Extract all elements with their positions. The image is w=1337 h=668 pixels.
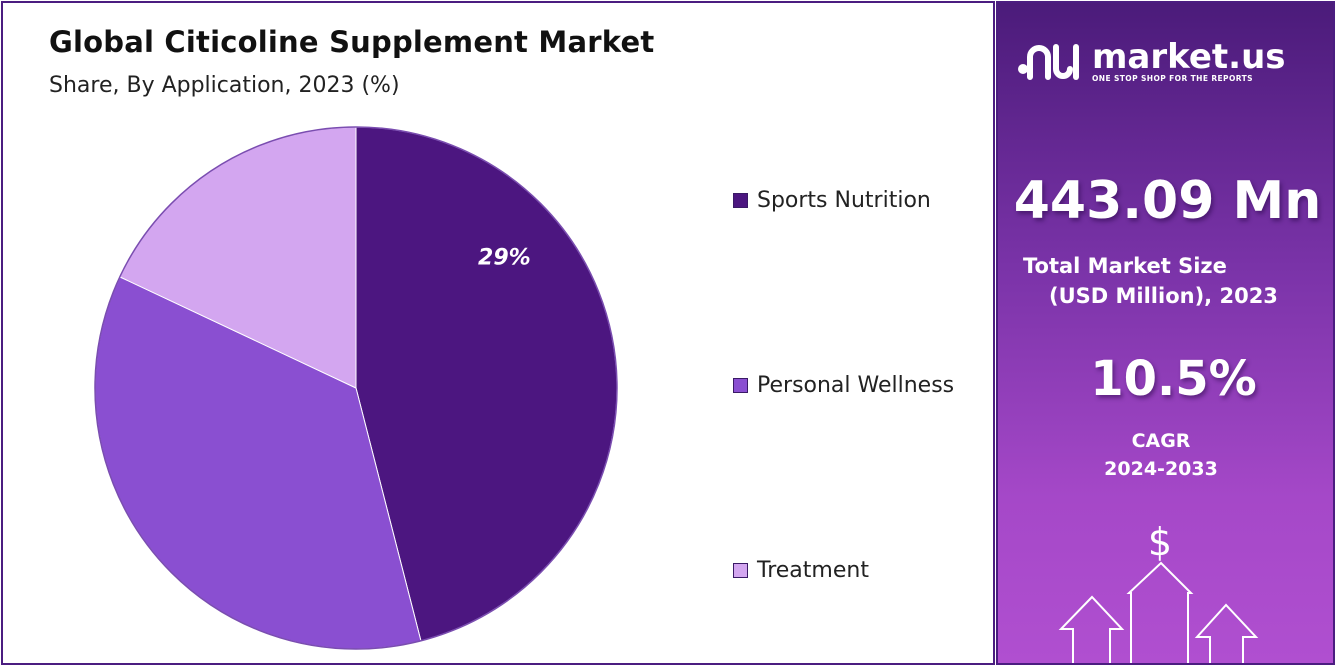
dollar-sign-icon: $ [1148,520,1172,564]
market-size-label: Total Market Size (USD Million), 2023 [1023,251,1278,311]
cagr-value: 10.5% [1090,351,1257,407]
summary-panel: market.us ONE STOP SHOP FOR THE REPORTS … [996,1,1335,665]
market-size-value: 443.09 Mn [1013,171,1322,231]
chart-title: Global Citicoline Supplement Market [49,25,655,59]
legend-label: Personal Wellness [757,373,955,398]
legend-label: Sports Nutrition [757,188,931,213]
legend-item-sports-nutrition: Sports Nutrition [733,188,931,213]
brand-tagline: ONE STOP SHOP FOR THE REPORTS [1092,73,1253,83]
arrow-up-left-icon [1058,595,1125,663]
pie-chart: 29% [94,126,618,650]
arrow-up-right-icon [1194,603,1259,663]
growth-arrows-icon: $ [1058,520,1259,663]
market-size-label-line2: (USD Million), 2023 [1049,284,1278,308]
chart-subtitle: Share, By Application, 2023 (%) [49,73,400,98]
legend-item-personal-wellness: Personal Wellness [733,373,954,398]
legend-swatch [733,563,748,578]
cagr-label-text: CAGR [1131,430,1191,452]
cagr-period: 2024-2033 [1104,458,1218,480]
market-size-label-line1: Total Market Size [1023,254,1227,278]
legend-swatch [733,193,748,208]
pie-outline [94,126,618,650]
brand-logo: market.us ONE STOP SHOP FOR THE REPORTS [1016,39,1286,83]
market-us-logo-icon [1018,44,1079,80]
data-label: 29% [478,245,531,270]
legend-item-treatment: Treatment [733,558,869,583]
arrow-up-center-icon [1126,561,1194,663]
brand-name: market.us [1092,36,1286,77]
legend-label: Treatment [757,558,869,583]
legend-swatch [733,378,748,393]
chart-panel: Global Citicoline Supplement Market Shar… [1,1,995,665]
cagr-label: CAGR 2024-2033 [998,427,1324,483]
